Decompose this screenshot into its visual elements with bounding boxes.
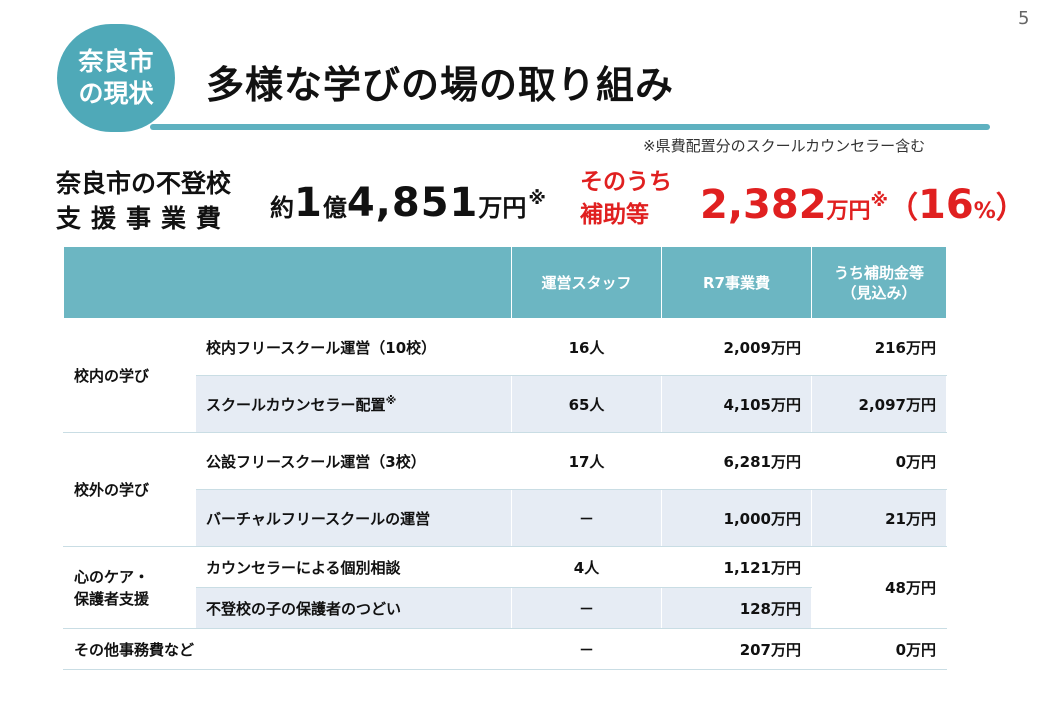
badge-line2: の現状 xyxy=(78,79,154,108)
total-prefix: 約 xyxy=(270,194,294,222)
item-cell: 不登校の子の保護者のつどい xyxy=(195,587,512,629)
footnote: ※県費配置分のスクールカウンセラー含む xyxy=(643,137,926,155)
subsidy-percent: 16 xyxy=(918,182,974,228)
staff-cell: 16人 xyxy=(511,318,662,376)
staff-cell: 65人 xyxy=(511,375,662,433)
total-n2: 4,851 xyxy=(346,180,479,226)
item-mark: ※ xyxy=(385,393,397,407)
total-amount: 約1億4,851万円 ※ xyxy=(270,180,546,226)
header-staff: 運営スタッフ xyxy=(511,246,662,319)
subsidy-label: そのうち 補助等 xyxy=(580,166,672,232)
subsidy-number: 2,382 xyxy=(700,182,827,228)
subsidy-cell: 21万円 xyxy=(811,489,947,547)
category-cell: 校内の学び xyxy=(63,318,196,433)
staff-cell: － xyxy=(511,489,662,547)
item-cell: その他事務費など xyxy=(63,628,512,670)
page-number: 5 xyxy=(1018,8,1030,29)
table-row: その他事務費など － 207万円 0万円 xyxy=(63,628,947,670)
staff-cell: 17人 xyxy=(511,432,662,490)
item-cell: バーチャルフリースクールの運営 xyxy=(195,489,512,547)
cost-label: 奈良市の不登校 支援事業費 xyxy=(56,166,231,236)
subsidy-unit: 万円 xyxy=(826,199,871,224)
budget-table: 運営スタッフ R7事業費 うち補助金等 （見込み） 校内の学び 校内フリースクー… xyxy=(63,246,947,670)
subsidy-percent-unit: % xyxy=(973,199,996,224)
subsidy-label-line1: そのうち xyxy=(580,169,672,195)
header-blank xyxy=(63,246,512,319)
cost-cell: 6,281万円 xyxy=(661,432,812,490)
table-row: 校内の学び 校内フリースクール運営（10校） 16人 2,009万円 216万円 xyxy=(63,318,947,433)
category-cell: 校外の学び xyxy=(63,432,196,547)
page-title: 多様な学びの場の取り組み xyxy=(206,63,675,107)
header-subsidy: うち補助金等 （見込み） xyxy=(811,246,947,319)
category-cell: 心のケア・ 保護者支援 xyxy=(63,546,196,629)
table-row: スクールカウンセラー配置※ 65人 4,105万円 2,097万円 xyxy=(64,375,947,433)
table-row: 校外の学び 公設フリースクール運営（3校） 17人 6,281万円 0万円 xyxy=(63,432,947,547)
subsidy-cell: 216万円 xyxy=(811,318,947,376)
item-cell: 校内フリースクール運営（10校） xyxy=(195,318,512,376)
cost-cell: 128万円 xyxy=(661,587,812,629)
total-unit1: 億 xyxy=(322,194,347,222)
table-row: 不登校の子の保護者のつどい － 128万円 xyxy=(64,587,947,629)
subsidy-label-line2: 補助等 xyxy=(580,202,649,228)
subsidy-paren-close: ） xyxy=(995,191,1026,226)
total-n1: 1 xyxy=(294,180,323,226)
staff-cell: 4人 xyxy=(511,546,662,588)
cost-label-line2: 支援事業費 xyxy=(56,204,232,233)
table-row: 心のケア・ 保護者支援 カウンセラーによる個別相談 4人 1,121万円 48万… xyxy=(63,546,947,629)
cost-cell: 1,000万円 xyxy=(661,489,812,547)
subsidy-cell: 48万円 xyxy=(811,546,947,629)
item-cell: スクールカウンセラー配置※ xyxy=(195,375,512,433)
header-cost: R7事業費 xyxy=(661,246,812,319)
staff-cell: － xyxy=(511,587,662,629)
item-cell: カウンセラーによる個別相談 xyxy=(195,546,512,588)
status-badge: 奈良市 の現状 xyxy=(57,24,175,132)
cost-cell: 1,121万円 xyxy=(661,546,812,588)
item-text: スクールカウンセラー配置 xyxy=(206,395,386,414)
cost-cell: 4,105万円 xyxy=(661,375,812,433)
total-unit2: 万円 xyxy=(478,194,527,222)
subsidy-cell: 2,097万円 xyxy=(811,375,947,433)
subsidy-cell: 0万円 xyxy=(811,628,947,670)
subsidy-amount: 2,382万円※（16%） xyxy=(700,182,1026,228)
subsidy-paren-open: （ xyxy=(888,191,919,226)
item-cell: 公設フリースクール運営（3校） xyxy=(195,432,512,490)
table-row: バーチャルフリースクールの運営 － 1,000万円 21万円 xyxy=(64,489,947,547)
staff-cell: － xyxy=(511,628,662,670)
subsidy-mark: ※ xyxy=(870,190,889,211)
subsidy-cell: 0万円 xyxy=(811,432,947,490)
badge-line1: 奈良市 xyxy=(78,47,154,76)
cost-cell: 2,009万円 xyxy=(661,318,812,376)
title-underline xyxy=(150,124,990,130)
total-mark: ※ xyxy=(528,188,546,209)
cost-cell: 207万円 xyxy=(661,628,812,670)
cost-label-line1: 奈良市の不登校 xyxy=(56,169,232,198)
